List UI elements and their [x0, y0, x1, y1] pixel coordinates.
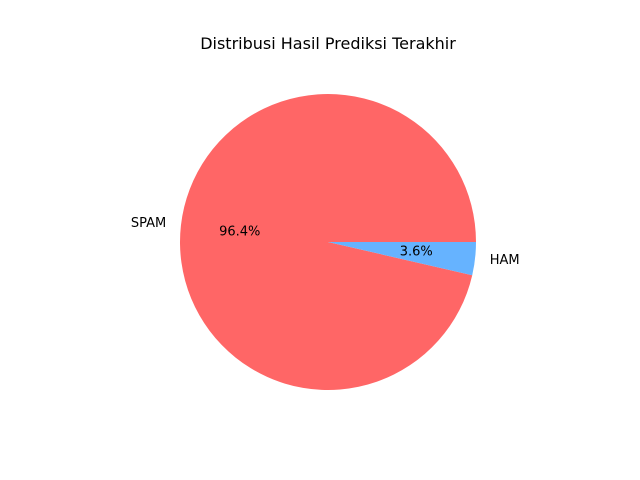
pie-label-spam: SPAM [131, 216, 166, 231]
pie-label-ham: HAM [490, 253, 520, 268]
pie-percent-ham: 3.6% [400, 245, 433, 260]
pie-labels: SPAM 96.4% HAM 3.6% [131, 216, 520, 268]
pie-slice-ham [328, 242, 476, 276]
pie-slice-spam [180, 94, 476, 391]
pie-percent-spam: 96.4% [219, 224, 260, 239]
chart-title: Distribusi Hasil Prediksi Terakhir [200, 34, 456, 53]
pie-slices [180, 94, 476, 391]
